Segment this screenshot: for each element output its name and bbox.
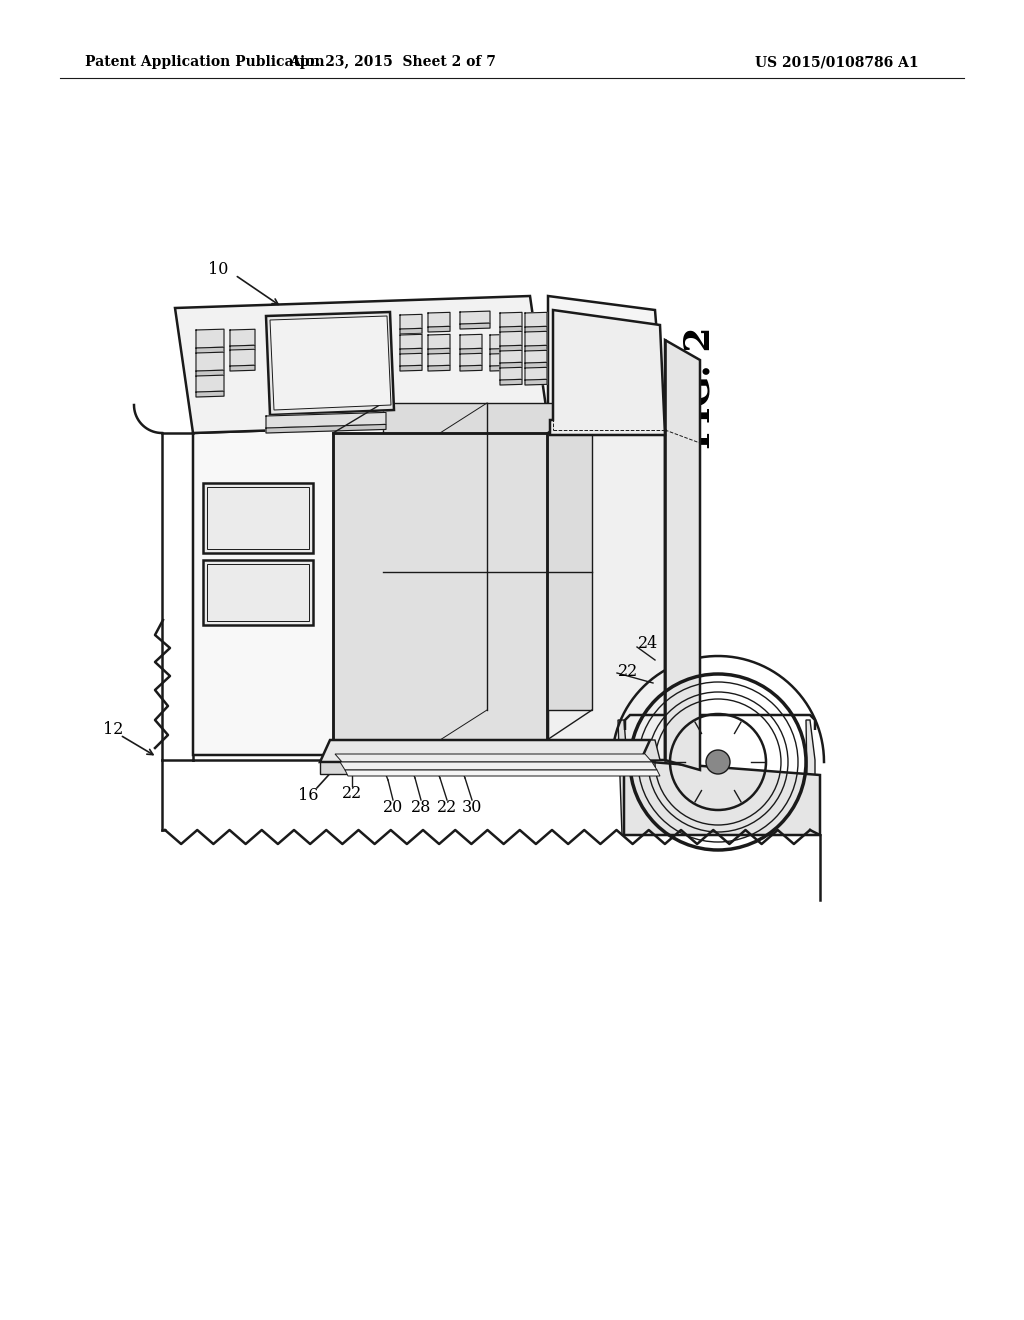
Polygon shape — [230, 350, 255, 366]
Polygon shape — [525, 346, 547, 351]
Polygon shape — [230, 366, 255, 371]
Polygon shape — [319, 741, 650, 762]
Polygon shape — [490, 354, 512, 366]
Polygon shape — [203, 483, 313, 553]
Polygon shape — [428, 354, 450, 366]
Text: 22: 22 — [437, 800, 457, 817]
Polygon shape — [500, 346, 522, 351]
Polygon shape — [175, 296, 548, 433]
Text: Apr. 23, 2015  Sheet 2 of 7: Apr. 23, 2015 Sheet 2 of 7 — [290, 55, 497, 69]
Polygon shape — [500, 379, 522, 385]
Polygon shape — [565, 315, 645, 420]
Text: 20: 20 — [383, 800, 403, 817]
Polygon shape — [196, 370, 224, 376]
Polygon shape — [460, 366, 482, 371]
Polygon shape — [500, 331, 522, 346]
Circle shape — [706, 750, 730, 774]
Polygon shape — [460, 312, 490, 323]
Polygon shape — [525, 331, 547, 346]
Polygon shape — [196, 329, 224, 348]
Polygon shape — [345, 770, 660, 776]
Polygon shape — [460, 348, 482, 354]
Polygon shape — [428, 348, 450, 354]
Polygon shape — [428, 334, 450, 348]
Polygon shape — [203, 560, 313, 624]
Polygon shape — [500, 367, 522, 380]
Polygon shape — [500, 326, 522, 333]
Polygon shape — [428, 326, 450, 333]
Polygon shape — [550, 310, 665, 436]
Text: US 2015/0108786 A1: US 2015/0108786 A1 — [755, 55, 919, 69]
Polygon shape — [400, 314, 422, 329]
Polygon shape — [196, 391, 224, 397]
Polygon shape — [270, 315, 391, 411]
Polygon shape — [196, 347, 224, 352]
Text: 22: 22 — [342, 784, 362, 801]
Text: 12: 12 — [102, 722, 123, 738]
Polygon shape — [400, 329, 422, 334]
Text: 22: 22 — [618, 663, 638, 680]
Polygon shape — [428, 313, 450, 327]
Polygon shape — [460, 323, 490, 329]
Polygon shape — [428, 366, 450, 371]
Polygon shape — [624, 760, 820, 836]
Polygon shape — [525, 313, 547, 327]
Polygon shape — [335, 754, 652, 762]
Polygon shape — [460, 334, 482, 348]
Polygon shape — [525, 379, 547, 385]
Polygon shape — [230, 329, 255, 346]
Polygon shape — [548, 296, 665, 436]
Polygon shape — [665, 341, 700, 770]
Polygon shape — [500, 350, 522, 363]
Text: 24: 24 — [638, 635, 658, 652]
Polygon shape — [460, 354, 482, 366]
Polygon shape — [400, 348, 422, 354]
Polygon shape — [806, 719, 815, 836]
Polygon shape — [383, 403, 592, 710]
Polygon shape — [490, 334, 512, 348]
Polygon shape — [196, 352, 224, 371]
Text: Patent Application Publication: Patent Application Publication — [85, 55, 325, 69]
Text: 28: 28 — [411, 800, 431, 817]
Polygon shape — [548, 421, 665, 760]
Polygon shape — [266, 425, 386, 433]
Polygon shape — [525, 362, 547, 368]
Polygon shape — [230, 346, 255, 351]
Polygon shape — [500, 313, 522, 327]
Polygon shape — [333, 741, 660, 760]
Polygon shape — [525, 367, 547, 380]
Text: 30: 30 — [462, 800, 482, 817]
Polygon shape — [266, 312, 394, 414]
Polygon shape — [319, 762, 640, 774]
Polygon shape — [618, 719, 630, 836]
Polygon shape — [400, 366, 422, 371]
Polygon shape — [340, 762, 657, 770]
Polygon shape — [525, 350, 547, 363]
Polygon shape — [193, 421, 548, 755]
Polygon shape — [400, 334, 422, 348]
Polygon shape — [266, 412, 386, 428]
Polygon shape — [196, 375, 224, 392]
Polygon shape — [490, 348, 512, 354]
Polygon shape — [500, 362, 522, 368]
Text: FIG. 2: FIG. 2 — [683, 327, 717, 449]
Polygon shape — [525, 326, 547, 333]
Polygon shape — [400, 354, 422, 366]
Text: 18: 18 — [348, 558, 369, 576]
Text: 16: 16 — [298, 788, 318, 804]
Text: 10: 10 — [208, 261, 228, 279]
Polygon shape — [490, 366, 512, 371]
Polygon shape — [333, 433, 547, 741]
